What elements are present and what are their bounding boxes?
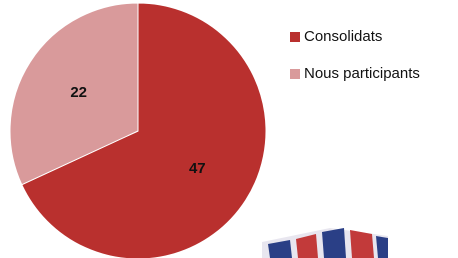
page: 4722 ConsolidatsNous participants (() =>…	[0, 0, 458, 258]
legend-swatch	[290, 69, 300, 79]
data-label: 22	[70, 84, 87, 101]
legend-swatch	[290, 32, 300, 42]
legend-label: Consolidats	[304, 28, 382, 45]
legend-label: Nous participants	[304, 65, 420, 82]
data-label: 47	[189, 160, 206, 177]
chart: 47 22 Consolidats Nous participants	[0, 0, 458, 258]
pie: 47 22	[10, 3, 266, 258]
